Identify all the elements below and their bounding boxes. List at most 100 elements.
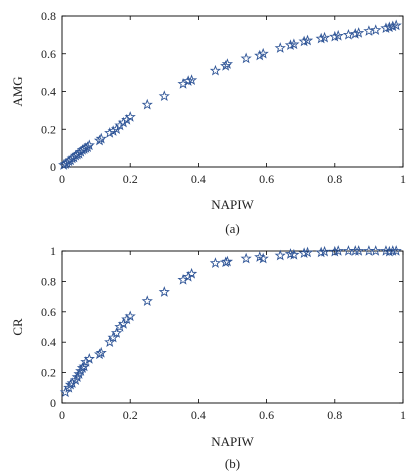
panel-b-data-point bbox=[141, 295, 153, 306]
panel-a-data-point bbox=[274, 42, 286, 53]
panel-a-markers bbox=[58, 19, 402, 170]
panel-a-data-point bbox=[383, 21, 395, 33]
panel-a-data-point bbox=[298, 35, 310, 47]
panel-b-markers bbox=[59, 245, 402, 398]
panel-b-data-point bbox=[75, 365, 87, 376]
panel-b-x-tick-label: 0 bbox=[59, 408, 65, 422]
panel-a-x-tick-label: 0.6 bbox=[259, 172, 274, 186]
panel-b-data-point bbox=[240, 252, 252, 264]
panel-a-data-point bbox=[95, 132, 107, 144]
panel-b: 0 0.2 0.4 0.6 0.8 1 0 0.2 0.4 0.6 0.8 1 NAPIW CR (… bbox=[10, 244, 406, 471]
panel-a-x-tick-label: 0 bbox=[59, 172, 65, 186]
panel-a-x-ticks: 0 0.2 0.4 0.6 0.8 1 bbox=[59, 16, 406, 186]
panel-a-data-point bbox=[363, 25, 375, 36]
panel-a-y-tick-label: 0.8 bbox=[41, 9, 56, 23]
panel-a-y-tick-label: 0.4 bbox=[41, 85, 56, 99]
panel-b-data-point bbox=[117, 318, 129, 329]
panel-a-x-tick-label: 0.4 bbox=[191, 172, 206, 186]
panel-a-data-point bbox=[185, 74, 198, 85]
panel-a-x-tick-label: 1 bbox=[400, 172, 406, 186]
panel-b-axes-box bbox=[61, 250, 404, 404]
panel-b-data-point bbox=[63, 381, 75, 393]
panel-a: 0 0.2 0.4 0.6 0.8 1 0 0.2 0.4 0.6 0.8 NAPIW AMG (… bbox=[10, 9, 406, 236]
panel-a-data-point bbox=[257, 47, 269, 59]
panel-b-data-point bbox=[221, 255, 234, 267]
panel-b-data-point bbox=[329, 245, 341, 257]
panel-b-data-point bbox=[257, 252, 269, 264]
panel-a-data-point bbox=[141, 98, 153, 110]
panel-a-y-tick-label: 0 bbox=[50, 160, 56, 174]
panel-b-data-point bbox=[284, 248, 297, 259]
panel-b-y-tick-label: 0.6 bbox=[41, 305, 56, 319]
panel-a-data-point bbox=[318, 31, 331, 43]
panel-a-data-point bbox=[353, 27, 365, 38]
panel-a-data-point bbox=[240, 52, 252, 64]
panel-b-data-point bbox=[209, 257, 222, 268]
panel-a-data-point bbox=[107, 125, 119, 136]
panel-a-data-point bbox=[390, 19, 402, 31]
panel-b-data-point bbox=[73, 368, 85, 379]
panel-b-data-point bbox=[349, 245, 361, 256]
panel-b-x-tick-label: 0.2 bbox=[123, 408, 138, 422]
panel-a-data-point bbox=[288, 38, 300, 50]
panel-a-x-tick-label: 0.8 bbox=[327, 172, 342, 186]
panel-b-x-axis-label: NAPIW bbox=[211, 434, 254, 449]
panel-b-y-axis-label: CR bbox=[10, 318, 25, 336]
panel-a-y-axis-label: AMG bbox=[10, 76, 25, 106]
panel-a-data-point bbox=[380, 22, 392, 34]
panel-a-caption: (a) bbox=[225, 221, 239, 236]
panel-a-data-point bbox=[301, 34, 314, 46]
panel-a-x-tick-label: 0.2 bbox=[123, 172, 138, 186]
panel-b-data-point bbox=[298, 247, 310, 259]
panel-b-y-ticks: 0 0.2 0.4 0.6 0.8 1 bbox=[41, 244, 403, 410]
panel-a-data-point bbox=[332, 29, 344, 41]
panel-a-data-point bbox=[329, 30, 341, 42]
panel-a-data-point bbox=[209, 64, 222, 76]
panel-b-data-point bbox=[70, 374, 82, 385]
panel-a-data-point bbox=[254, 49, 266, 61]
panel-a-data-point bbox=[342, 28, 355, 40]
panel-a-data-point bbox=[221, 58, 234, 69]
panel-a-data-point bbox=[158, 90, 170, 102]
panel-b-data-point bbox=[315, 246, 327, 258]
panel-b-data-point bbox=[390, 245, 402, 256]
panel-a-data-point bbox=[182, 75, 194, 86]
panel-b-y-tick-label: 1 bbox=[50, 244, 56, 258]
panel-b-y-tick-label: 0.2 bbox=[41, 366, 56, 380]
panel-b-data-point bbox=[110, 327, 123, 338]
panel-b-data-point bbox=[301, 246, 314, 258]
panel-b-data-point bbox=[59, 386, 72, 398]
panel-a-data-point bbox=[124, 111, 136, 122]
panel-a-data-point bbox=[315, 32, 327, 44]
panel-b-y-tick-label: 0 bbox=[50, 396, 56, 410]
panel-b-data-point bbox=[107, 331, 119, 343]
panel-a-data-point bbox=[349, 28, 361, 39]
panel-a-x-axis-label: NAPIW bbox=[211, 197, 254, 212]
panel-b-data-point bbox=[370, 245, 382, 256]
panel-b-data-point bbox=[83, 353, 95, 364]
panel-b-x-tick-label: 0.8 bbox=[327, 408, 342, 422]
panel-b-data-point bbox=[71, 371, 83, 382]
panel-b-data-point bbox=[288, 248, 300, 260]
panel-b-data-point bbox=[318, 245, 331, 257]
panel-b-x-tick-label: 0.4 bbox=[191, 408, 206, 422]
panel-b-data-point bbox=[104, 336, 116, 347]
panel-a-y-tick-label: 0.6 bbox=[41, 47, 56, 61]
panel-b-x-tick-label: 1 bbox=[400, 408, 406, 422]
panel-b-y-tick-label: 0.8 bbox=[41, 274, 56, 288]
panel-b-data-point bbox=[185, 267, 198, 279]
panel-b-x-tick-label: 0.6 bbox=[259, 408, 274, 422]
panel-b-caption: (b) bbox=[225, 456, 240, 471]
panel-a-data-point bbox=[83, 139, 95, 151]
panel-b-data-point bbox=[124, 310, 136, 322]
panel-b-data-point bbox=[274, 249, 286, 261]
panel-b-data-point bbox=[158, 286, 170, 297]
panel-a-data-point bbox=[387, 20, 399, 32]
panel-b-data-point bbox=[387, 245, 399, 256]
panel-a-data-point bbox=[370, 24, 382, 35]
panel-b-x-ticks: 0 0.2 0.4 0.6 0.8 1 bbox=[59, 251, 406, 422]
panel-a-data-point bbox=[284, 39, 297, 51]
panel-a-y-tick-label: 0.2 bbox=[41, 122, 56, 136]
panel-b-y-tick-label: 0.4 bbox=[41, 335, 56, 349]
